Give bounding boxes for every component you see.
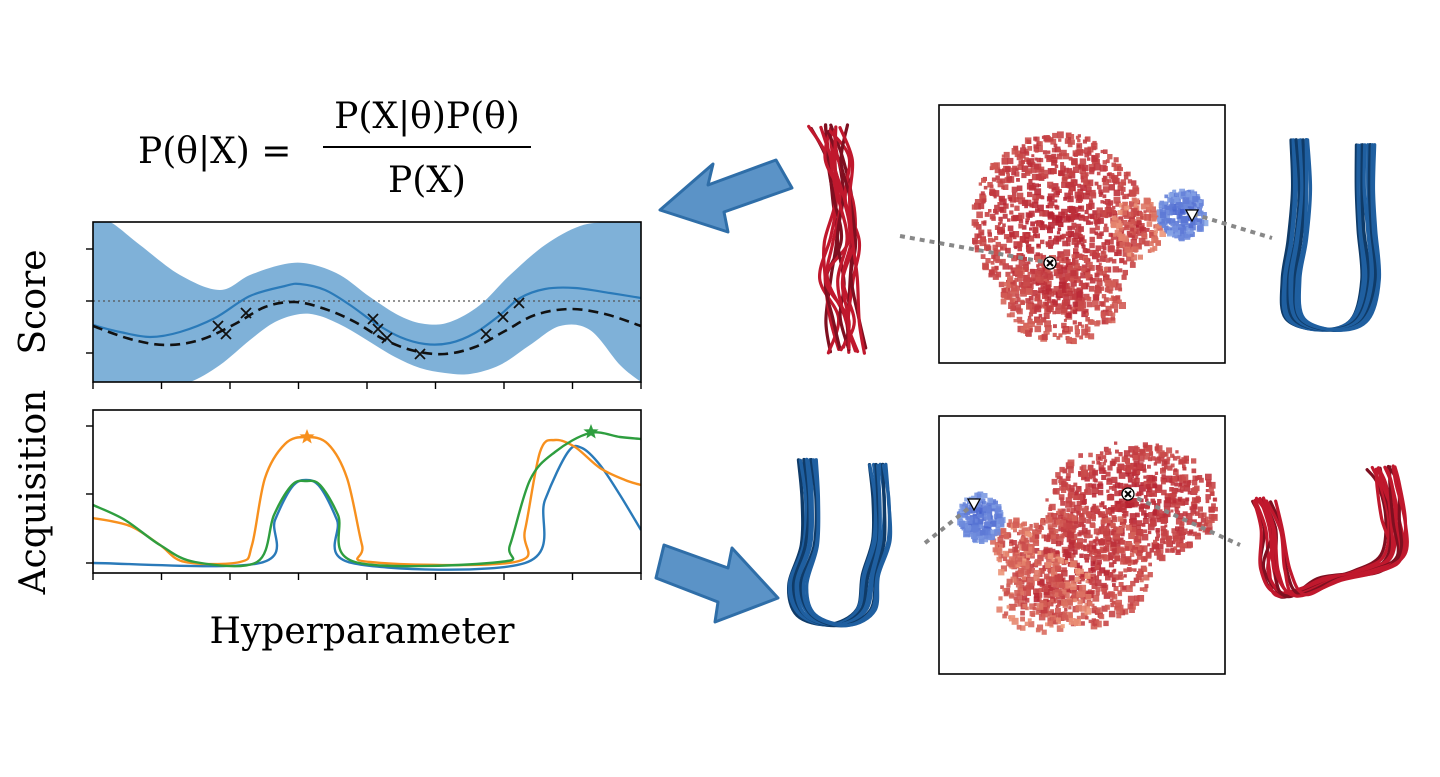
map-top-frame bbox=[938, 104, 1226, 364]
observation-marker bbox=[497, 311, 509, 323]
equation-numerator: P(X|θ)P(θ) bbox=[334, 96, 520, 137]
green-max-star bbox=[583, 424, 599, 439]
triangle-marker-top bbox=[1184, 209, 1200, 223]
map-bottom-frame bbox=[938, 415, 1226, 675]
blue-structure-bundle-bottom bbox=[786, 457, 893, 628]
red-structure-bundle-top bbox=[807, 123, 868, 355]
observation-marker bbox=[367, 313, 379, 325]
density-cloud-top bbox=[971, 131, 1209, 345]
bayes-equation: P(θ|X) = P(X|θ)P(θ) P(X) bbox=[138, 96, 531, 201]
x-marker-bottom bbox=[1121, 487, 1135, 501]
projection-map-bottom bbox=[923, 415, 1241, 675]
observation-marker bbox=[414, 348, 426, 360]
observations bbox=[212, 297, 525, 360]
acquisition-plot: Acquisition Hyperparameter bbox=[13, 390, 642, 652]
observation-marker bbox=[381, 332, 393, 344]
true-function-line bbox=[93, 300, 641, 356]
score-y-ticks bbox=[86, 248, 93, 354]
observation-marker bbox=[480, 328, 492, 340]
acquisition-xlabel: Hyperparameter bbox=[210, 611, 516, 652]
blue-structure-bundle-top bbox=[1279, 138, 1382, 333]
density-cloud-bottom bbox=[956, 441, 1218, 635]
acquisition-x-ticks bbox=[92, 573, 642, 580]
acquisition-y-ticks bbox=[86, 425, 93, 564]
score-x-ticks bbox=[92, 382, 642, 389]
equation-denominator: P(X) bbox=[388, 160, 466, 201]
observation-marker bbox=[372, 323, 384, 335]
posterior-mean-line bbox=[93, 282, 641, 346]
orange-max-star bbox=[299, 429, 315, 444]
acquisition-curve-green bbox=[93, 431, 641, 568]
score-plot: Score bbox=[13, 221, 642, 389]
arrow-right bbox=[654, 543, 780, 624]
observation-marker bbox=[240, 307, 252, 319]
connector-top-right bbox=[1192, 212, 1273, 240]
arrow-left bbox=[658, 158, 794, 234]
observation-marker bbox=[220, 328, 232, 340]
equation-lhs: P(θ|X) = bbox=[138, 131, 291, 172]
acquisition-plot-frame bbox=[92, 409, 642, 574]
score-ylabel: Score bbox=[13, 249, 54, 354]
acquisition-curve-orange bbox=[93, 435, 641, 567]
projection-map-top bbox=[899, 104, 1273, 364]
triangle-marker-bottom bbox=[966, 498, 982, 512]
acquisition-ylabel: Acquisition bbox=[13, 390, 54, 596]
acquisition-curve-blue bbox=[93, 444, 641, 571]
red-structure-bundle-bottom bbox=[1251, 464, 1409, 599]
x-marker-top bbox=[1043, 256, 1057, 270]
connector-bottom-right bbox=[1127, 492, 1241, 547]
confidence-band bbox=[93, 222, 641, 382]
connector-bottom-left bbox=[923, 502, 976, 545]
observation-marker bbox=[513, 297, 525, 309]
